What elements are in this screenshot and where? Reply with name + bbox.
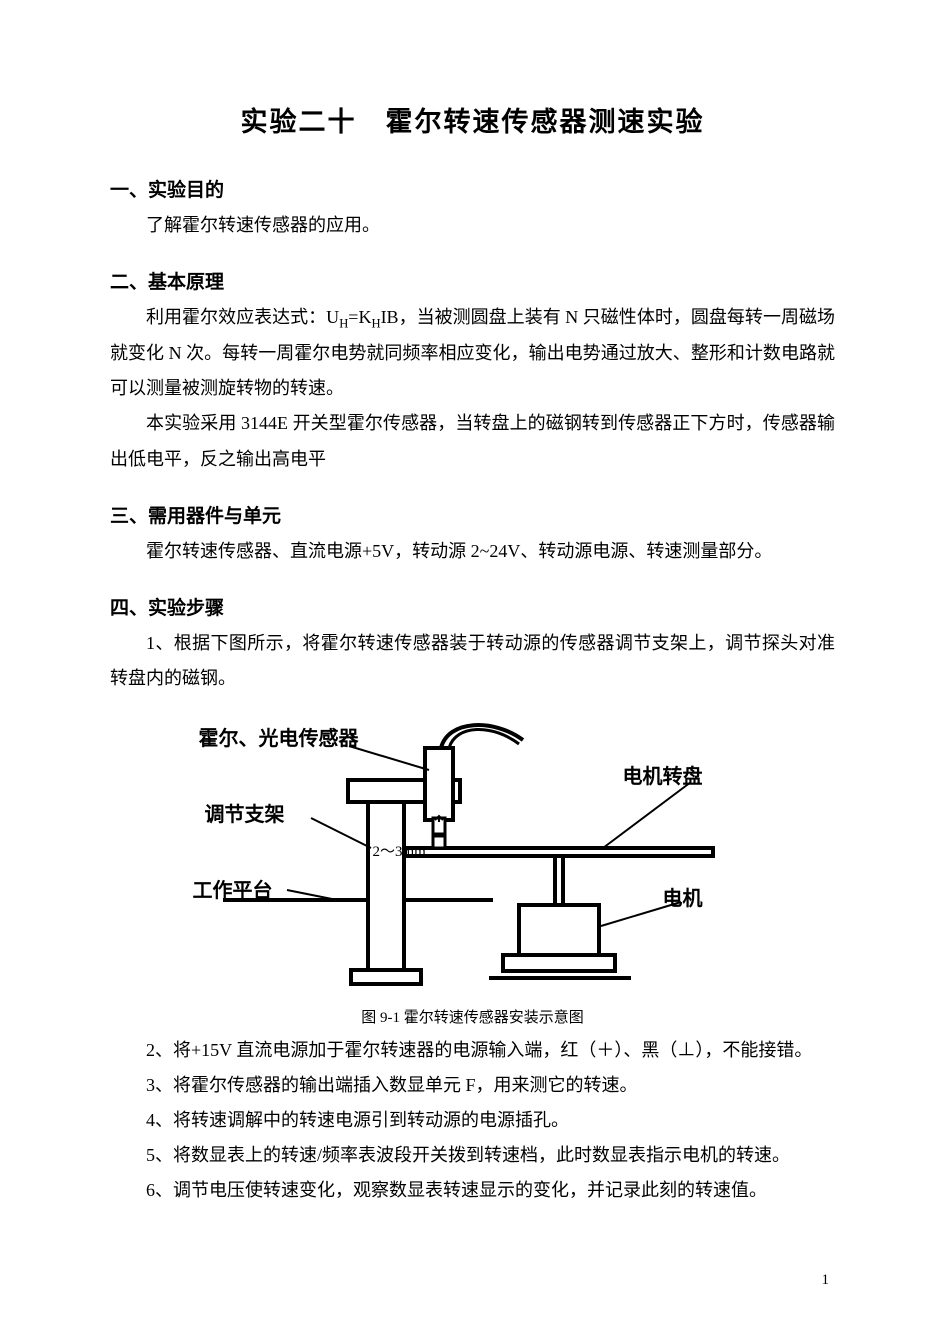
label-bracket: 调节支架 — [205, 798, 285, 827]
label-sensor: 霍尔、光电传感器 — [199, 722, 359, 751]
diagram-caption: 图 9-1 霍尔转速传感器安装示意图 — [110, 1006, 835, 1027]
p1a: 利用霍尔效应表达式：U — [146, 307, 339, 327]
section-2-body-1: 利用霍尔效应表达式：UH=KHIB，当被测圆盘上装有 N 只磁性体时，圆盘每转一… — [110, 300, 835, 406]
installation-diagram: 霍尔、光电传感器 电机转盘 调节支架 工作平台 电机 2～3mm — [193, 710, 753, 1000]
step-1: 1、根据下图所示，将霍尔转速传感器装于转动源的传感器调节支架上，调节探头对准转盘… — [110, 626, 835, 696]
sub1: H — [339, 317, 348, 331]
section-2-heading: 二、基本原理 — [110, 267, 835, 294]
step-4: 4、将转速调解中的转速电源引到转动源的电源插孔。 — [110, 1103, 835, 1138]
section-2-body-2: 本实验采用 3144E 开关型霍尔传感器，当转盘上的磁钢转到传感器正下方时，传感… — [110, 406, 835, 476]
label-platform: 工作平台 — [193, 874, 273, 903]
label-disk: 电机转盘 — [623, 760, 703, 789]
document-title: 实验二十 霍尔转速传感器测速实验 — [110, 100, 835, 139]
sub2: H — [371, 317, 380, 331]
step-5: 5、将数显表上的转速/频率表波段开关拨到转速档，此时数显表指示电机的转速。 — [110, 1138, 835, 1173]
label-gap: 2～3mm — [373, 840, 426, 861]
section-1-body: 了解霍尔转速传感器的应用。 — [110, 208, 835, 243]
section-3-body: 霍尔转速传感器、直流电源+5V，转动源 2~24V、转动源电源、转速测量部分。 — [110, 534, 835, 569]
label-motor: 电机 — [663, 882, 703, 911]
section-4-heading: 四、实验步骤 — [110, 593, 835, 620]
section-1-heading: 一、实验目的 — [110, 175, 835, 202]
page-number: 1 — [822, 1272, 830, 1289]
step-6: 6、调节电压使转速变化，观察数显表转速显示的变化，并记录此刻的转速值。 — [110, 1173, 835, 1208]
step-3: 3、将霍尔传感器的输出端插入数显单元 F，用来测它的转速。 — [110, 1068, 835, 1103]
step-2: 2、将+15V 直流电源加于霍尔转速器的电源输入端，红（＋）、黑（⊥），不能接错… — [110, 1033, 835, 1068]
p1b: =K — [348, 307, 371, 327]
section-3-heading: 三、需用器件与单元 — [110, 501, 835, 528]
